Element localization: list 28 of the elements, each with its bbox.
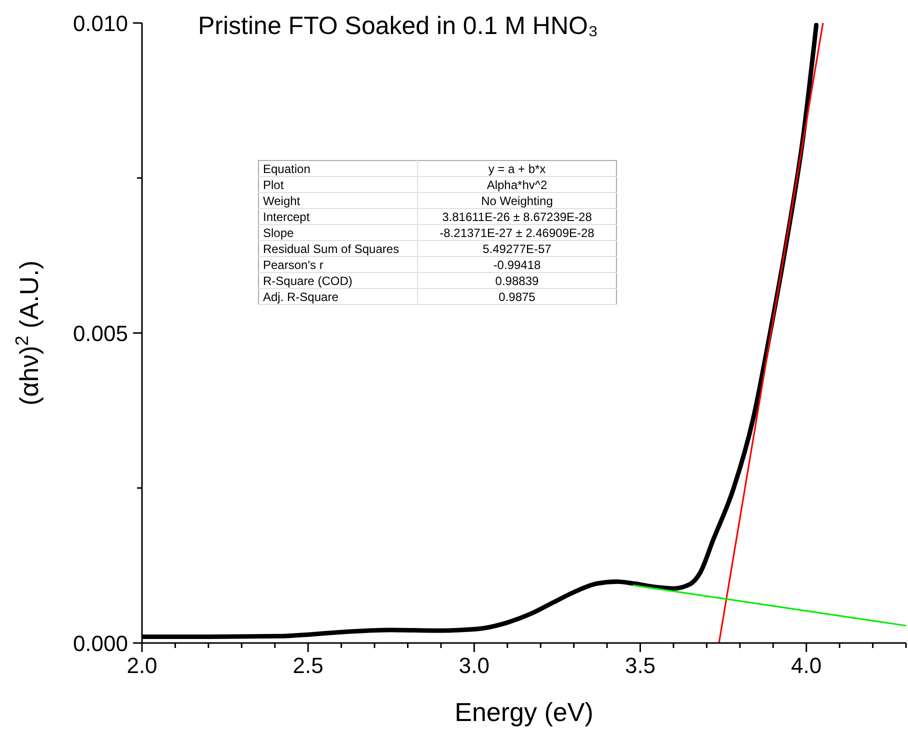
- annotation: 3.81611E-26 ± 8.67239E-28: [441, 208, 593, 224]
- annotation: -0.99418: [492, 256, 542, 272]
- annotation: R-Square (COD): [258, 272, 418, 288]
- annotation: 5.49277E-57: [482, 240, 552, 256]
- chart-title: Pristine FTO Soaked in 0.1 M HNO₃: [198, 12, 598, 41]
- x-tick-label: 3.0: [458, 653, 490, 678]
- x-tick-label: 4.0: [791, 653, 822, 678]
- x-axis-title: Energy (eV): [454, 697, 594, 727]
- x-tick-label: 2.5: [292, 653, 324, 678]
- annotation: No Weighting: [480, 192, 554, 208]
- annotation: -8.21371E-27 ± 2.46909E-28: [438, 224, 596, 240]
- annotation: 0.9875: [498, 288, 536, 304]
- y-tick-label: 0.000: [72, 631, 128, 656]
- annotation: Intercept: [258, 208, 418, 224]
- annotation: Slope: [258, 224, 418, 240]
- annotation: Weight: [258, 192, 418, 208]
- annotation: Pearson's r: [258, 256, 418, 272]
- annotation: Adj. R-Square: [258, 288, 418, 304]
- annotation: Equation: [258, 160, 418, 176]
- x-tick-label: 3.5: [624, 653, 656, 678]
- annotation: Alpha*hv^2: [486, 176, 548, 192]
- annotation: y = a + b*x: [487, 160, 547, 176]
- y-tick-label: 0.010: [72, 11, 128, 36]
- y-tick-label: 0.005: [72, 321, 128, 346]
- x-tick-label: 2.0: [126, 653, 158, 678]
- annotation: 0.98839: [494, 272, 540, 288]
- annotation: Residual Sum of Squares: [258, 240, 418, 256]
- annotation: Plot: [258, 176, 418, 192]
